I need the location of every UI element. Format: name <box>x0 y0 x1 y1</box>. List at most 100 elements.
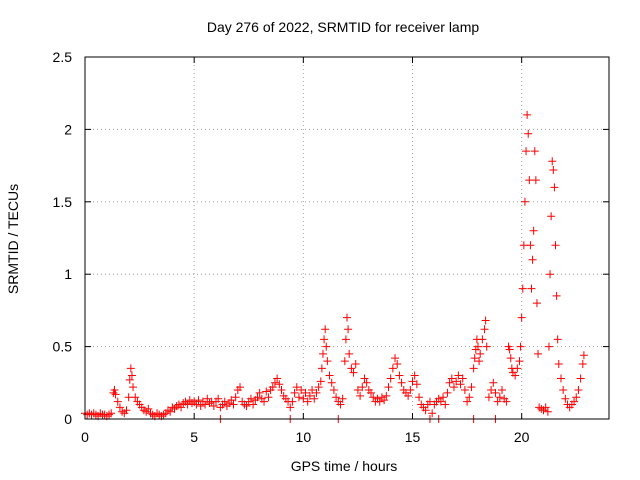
data-point <box>511 371 520 380</box>
data-point <box>322 342 331 351</box>
data-point <box>421 406 430 415</box>
data-point <box>301 388 310 397</box>
data-point <box>384 383 393 392</box>
data-point <box>553 335 562 344</box>
data-point <box>532 299 541 308</box>
data-point <box>456 380 465 389</box>
data-point <box>541 403 550 412</box>
data-point <box>515 357 524 366</box>
data-point <box>246 394 255 403</box>
data-point <box>255 388 264 397</box>
data-point <box>408 377 417 386</box>
data-point <box>343 313 351 322</box>
data-point <box>445 378 454 387</box>
data-point <box>460 386 469 395</box>
data-point <box>270 378 279 387</box>
data-point <box>327 378 336 387</box>
data-point <box>570 397 579 406</box>
data-point <box>474 342 482 351</box>
data-point <box>107 409 116 418</box>
data-point <box>441 400 450 409</box>
data-point <box>192 400 201 409</box>
data-point <box>312 388 321 397</box>
data-point <box>550 183 559 192</box>
data-point <box>358 383 367 392</box>
data-point <box>249 400 258 409</box>
data-point <box>194 396 203 405</box>
data-point <box>476 349 485 358</box>
data-point <box>303 397 312 406</box>
x-tick-label: 15 <box>405 429 421 445</box>
data-point <box>551 241 560 250</box>
data-point <box>183 400 192 409</box>
data-point <box>546 270 555 279</box>
data-point <box>454 371 463 380</box>
data-point <box>481 316 490 325</box>
data-point <box>290 388 299 397</box>
data-point <box>277 386 286 395</box>
data-point <box>388 364 397 373</box>
data-point <box>491 388 500 397</box>
data-point <box>528 255 537 264</box>
data-point <box>502 397 511 406</box>
data-point <box>177 403 186 412</box>
data-point <box>395 371 404 380</box>
x-axis-label: GPS time / hours <box>291 458 398 474</box>
data-point <box>518 284 527 293</box>
data-point <box>506 354 515 363</box>
data-point <box>340 357 349 366</box>
data-point <box>393 359 402 368</box>
data-point <box>325 371 334 380</box>
data-point <box>144 404 153 413</box>
data-point <box>412 380 421 389</box>
data-point <box>516 342 525 351</box>
data-point <box>118 407 127 416</box>
data-point <box>367 388 376 397</box>
data-point <box>268 383 277 392</box>
data-point <box>353 386 362 395</box>
data-point <box>115 403 124 412</box>
data-point <box>262 387 271 396</box>
data-point <box>523 110 532 119</box>
data-point <box>203 394 212 403</box>
data-point <box>344 325 353 334</box>
data-point <box>554 359 563 368</box>
data-point <box>382 391 391 400</box>
data-point <box>236 383 245 392</box>
data-point <box>579 351 588 360</box>
y-tick-label: 0.5 <box>53 339 73 355</box>
data-point <box>524 129 533 138</box>
data-point <box>397 378 406 387</box>
data-point <box>449 383 458 392</box>
data-point <box>578 359 587 368</box>
data-point <box>332 393 341 402</box>
data-point <box>288 397 297 406</box>
data-point <box>129 383 138 392</box>
data-point <box>556 374 565 383</box>
data-point <box>349 368 358 377</box>
data-point <box>231 393 240 402</box>
data-point <box>574 386 583 395</box>
data-point <box>475 357 484 366</box>
data-point <box>105 410 114 419</box>
tick-labels: 0 5 10 15 20 0 0.5 1 1.5 2 2.5 <box>53 49 530 445</box>
data-point <box>544 342 553 351</box>
data-point <box>122 406 131 415</box>
data-point <box>317 364 326 373</box>
data-point <box>529 226 538 235</box>
data-point <box>111 390 120 399</box>
x-tick-label: 20 <box>514 429 530 445</box>
data-point <box>113 397 122 406</box>
data-point <box>534 349 543 358</box>
data-point <box>505 345 514 354</box>
data-point <box>297 386 306 395</box>
data-point <box>196 401 205 410</box>
data-point <box>220 397 229 406</box>
data-point <box>428 409 437 418</box>
data-point <box>253 393 262 402</box>
data-point <box>469 364 478 373</box>
data-point <box>526 241 535 250</box>
data-point <box>465 393 474 402</box>
data-point <box>294 393 303 402</box>
